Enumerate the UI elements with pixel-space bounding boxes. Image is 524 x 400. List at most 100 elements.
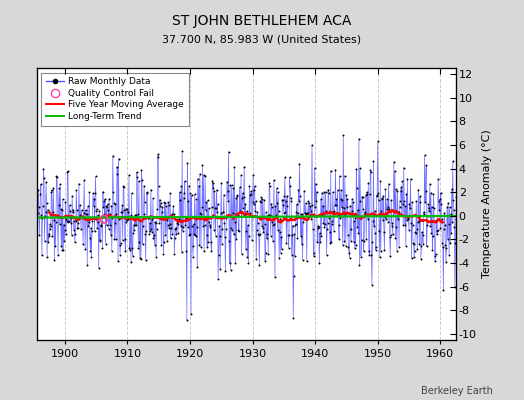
Point	[158, 209, 166, 216]
Point	[401, 242, 410, 249]
Point	[90, 228, 99, 235]
Point	[363, 189, 371, 195]
Point	[101, 196, 109, 202]
Point	[394, 216, 402, 222]
Point	[92, 206, 101, 213]
Point	[50, 257, 59, 264]
Point	[218, 226, 226, 232]
Point	[454, 209, 463, 216]
Point	[429, 233, 437, 239]
Point	[337, 204, 346, 210]
Point	[255, 232, 263, 238]
Point	[87, 253, 95, 260]
Point	[215, 222, 223, 229]
Point	[296, 233, 304, 239]
Point	[383, 196, 391, 203]
Point	[391, 168, 399, 174]
Point	[368, 282, 376, 288]
Point	[406, 204, 414, 211]
Point	[424, 201, 432, 207]
Point	[311, 180, 320, 187]
Point	[58, 247, 67, 254]
Point	[445, 252, 453, 258]
Point	[453, 220, 462, 226]
Point	[46, 226, 54, 232]
Point	[400, 198, 408, 204]
Point	[359, 248, 368, 254]
Point	[189, 254, 198, 261]
Point	[122, 206, 130, 212]
Point	[332, 196, 341, 202]
Point	[51, 242, 60, 249]
Point	[321, 221, 329, 228]
Point	[220, 220, 228, 226]
Point	[236, 208, 244, 214]
Point	[439, 244, 447, 251]
Point	[342, 242, 350, 249]
Point	[300, 188, 308, 194]
Point	[195, 242, 203, 248]
Point	[308, 142, 316, 148]
Point	[250, 183, 259, 190]
Point	[149, 195, 157, 201]
Point	[306, 203, 314, 209]
Point	[67, 220, 75, 226]
Point	[270, 177, 278, 183]
Point	[75, 216, 84, 222]
Point	[257, 198, 265, 205]
Point	[324, 186, 332, 193]
Point	[325, 229, 334, 236]
Point	[346, 202, 354, 209]
Point	[395, 209, 403, 216]
Point	[305, 200, 313, 206]
Point	[106, 232, 115, 239]
Point	[312, 189, 321, 195]
Point	[425, 208, 433, 214]
Point	[290, 231, 299, 238]
Point	[271, 203, 280, 209]
Point	[230, 231, 238, 238]
Point	[242, 246, 250, 252]
Point	[321, 189, 330, 195]
Point	[257, 194, 266, 200]
Point	[206, 222, 214, 228]
Point	[231, 218, 239, 225]
Point	[53, 174, 61, 180]
Point	[362, 192, 370, 198]
Point	[274, 226, 282, 233]
Point	[322, 252, 331, 258]
Point	[353, 184, 361, 191]
Point	[323, 226, 331, 232]
Point	[59, 196, 67, 203]
Point	[146, 228, 155, 235]
Point	[157, 242, 166, 248]
Point	[410, 254, 418, 260]
Point	[141, 257, 150, 263]
Point	[421, 198, 429, 205]
Point	[150, 232, 158, 238]
Point	[385, 206, 394, 212]
Point	[172, 224, 180, 231]
Point	[143, 190, 151, 196]
Point	[399, 164, 408, 171]
Point	[206, 239, 215, 246]
Point	[338, 196, 346, 203]
Point	[349, 198, 357, 205]
Point	[52, 173, 61, 180]
Point	[46, 221, 54, 227]
Point	[263, 235, 271, 242]
Point	[285, 245, 293, 251]
Point	[129, 230, 137, 236]
Point	[345, 250, 353, 256]
Point	[429, 190, 438, 197]
Point	[258, 223, 266, 229]
Point	[170, 250, 179, 257]
Point	[322, 208, 330, 214]
Point	[42, 179, 50, 186]
Point	[199, 172, 208, 178]
Point	[191, 232, 199, 238]
Point	[252, 256, 260, 262]
Point	[96, 238, 104, 244]
Point	[439, 287, 447, 294]
Point	[367, 168, 375, 175]
